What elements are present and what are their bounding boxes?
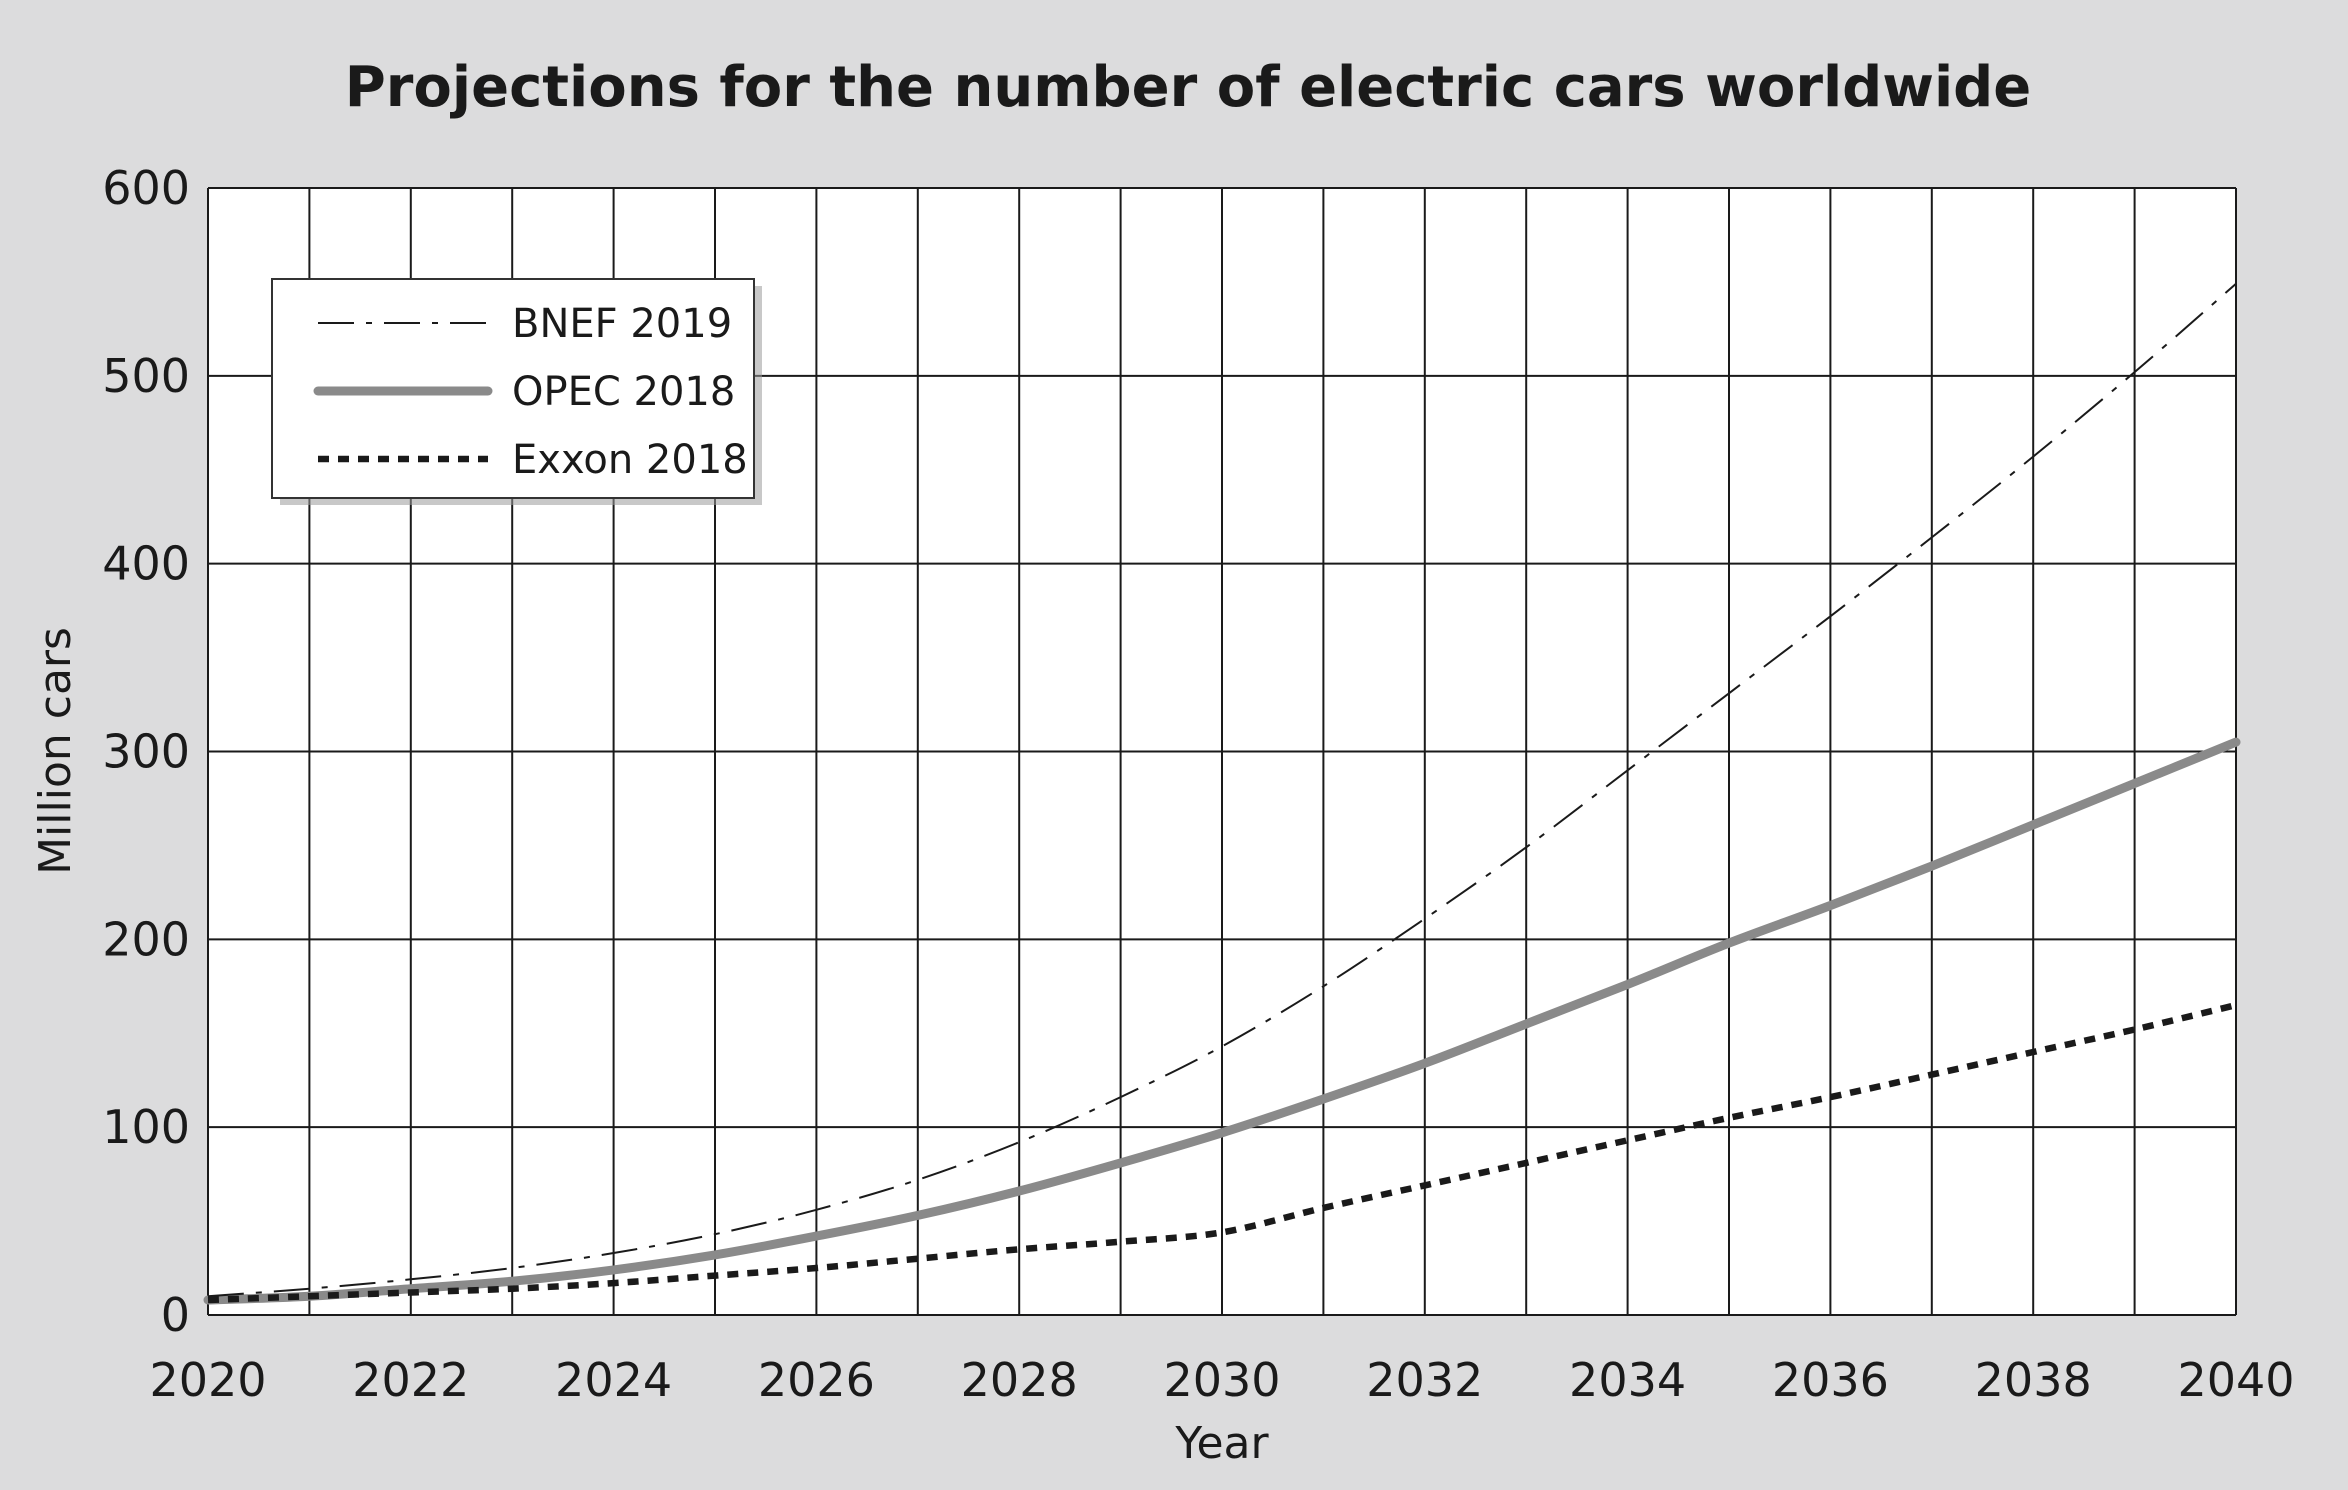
x-axis-ticks: 2020 2022 2024 2026 2028 2030 2032 2034 2036 2038… — [149, 1353, 2294, 1407]
legend-label: OPEC 2018 — [512, 369, 735, 415]
x-tick-label: 2028 — [961, 1353, 1078, 1407]
series-line-bnef-2019 — [207, 283, 2237, 1298]
x-tick-label: 2024 — [555, 1353, 672, 1407]
x-tick-label: 2032 — [1366, 1353, 1483, 1407]
x-tick-label: 2022 — [352, 1353, 469, 1407]
series-line-opec-2018 — [203, 737, 2241, 1305]
x-tick-label: 2040 — [2177, 1353, 2294, 1407]
x-tick-label: 2026 — [758, 1353, 875, 1407]
x-axis-label: Year — [1174, 1418, 1269, 1469]
y-tick-label: 600 — [102, 161, 190, 215]
x-tick-label: 2030 — [1163, 1353, 1280, 1407]
y-tick-label: 400 — [102, 537, 190, 591]
y-axis-ticks: 0 100 200 300 400 500 600 — [102, 161, 190, 1342]
y-axis-label: Million cars — [30, 627, 81, 875]
legend-label: BNEF 2019 — [512, 301, 732, 347]
x-tick-label: 2038 — [1975, 1353, 2092, 1407]
x-tick-label: 2034 — [1569, 1353, 1686, 1407]
y-tick-label: 300 — [102, 725, 190, 779]
y-tick-label: 200 — [102, 912, 190, 966]
legend: BNEF 2019 OPEC 2018 Exxon 2018 — [271, 278, 762, 505]
chart-title: Projections for the number of electric c… — [345, 55, 2031, 120]
x-tick-label: 2020 — [149, 1353, 266, 1407]
x-tick-label: 2036 — [1772, 1353, 1889, 1407]
legend-label: Exxon 2018 — [512, 437, 748, 483]
y-tick-label: 0 — [161, 1288, 190, 1342]
y-tick-label: 100 — [102, 1100, 190, 1154]
y-tick-label: 500 — [102, 349, 190, 403]
series-lines — [203, 283, 2241, 1305]
